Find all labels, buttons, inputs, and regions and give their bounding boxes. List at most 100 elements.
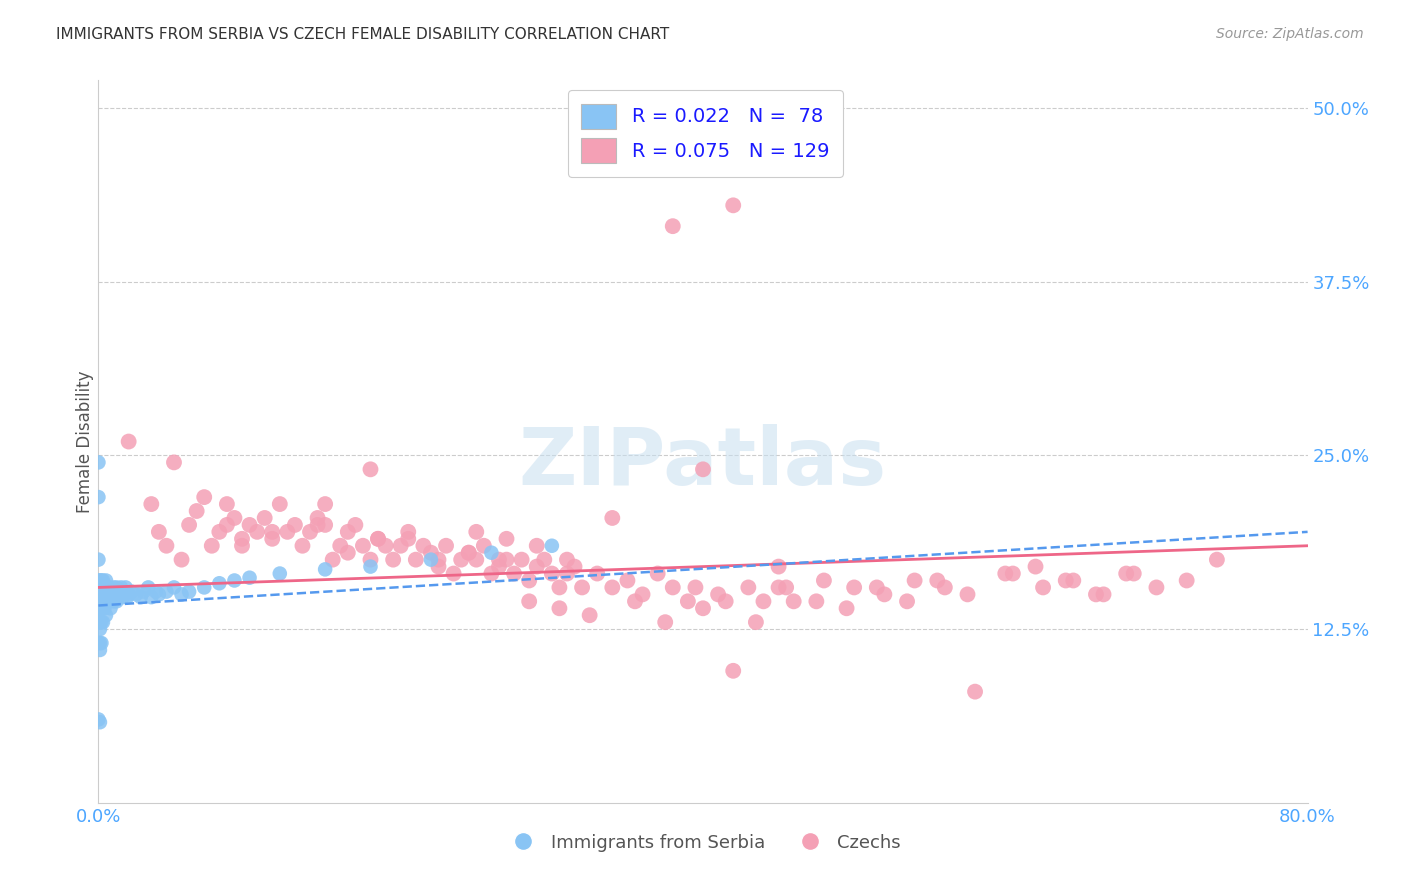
Point xyxy=(136,581,159,595)
Point xyxy=(269,566,291,581)
Point xyxy=(616,128,638,143)
Point xyxy=(193,490,215,504)
Point xyxy=(105,594,128,608)
Point xyxy=(602,581,624,595)
Point xyxy=(806,594,828,608)
Point xyxy=(110,581,132,595)
Point xyxy=(396,532,419,546)
Point xyxy=(707,587,730,601)
Point xyxy=(89,643,111,657)
Point xyxy=(737,581,759,595)
Point xyxy=(768,581,790,595)
Point xyxy=(246,524,269,539)
Point xyxy=(548,601,571,615)
Point xyxy=(179,584,201,599)
Point xyxy=(427,559,450,574)
Point xyxy=(714,594,737,608)
Point xyxy=(90,574,112,588)
Point xyxy=(1001,566,1024,581)
Point xyxy=(661,219,683,234)
Point xyxy=(104,587,127,601)
Point xyxy=(141,497,163,511)
Point xyxy=(1122,566,1144,581)
Point xyxy=(472,539,495,553)
Point xyxy=(367,532,389,546)
Point xyxy=(329,539,352,553)
Point xyxy=(685,581,707,595)
Point xyxy=(87,490,110,504)
Point xyxy=(540,566,562,581)
Point xyxy=(90,601,112,615)
Point xyxy=(555,566,578,581)
Point xyxy=(571,581,593,595)
Point xyxy=(956,587,979,601)
Point xyxy=(1144,581,1167,595)
Point xyxy=(602,511,624,525)
Point xyxy=(896,594,918,608)
Point xyxy=(307,511,329,525)
Point xyxy=(90,587,112,601)
Point xyxy=(90,636,112,650)
Point xyxy=(89,601,111,615)
Point xyxy=(495,552,517,566)
Point xyxy=(91,594,114,608)
Point xyxy=(103,594,125,608)
Point xyxy=(94,608,117,623)
Point xyxy=(994,566,1017,581)
Point xyxy=(389,539,412,553)
Point xyxy=(155,584,177,599)
Point xyxy=(1032,581,1054,595)
Point xyxy=(262,524,284,539)
Point xyxy=(768,559,790,574)
Point xyxy=(578,608,600,623)
Point xyxy=(360,559,382,574)
Point xyxy=(586,566,609,581)
Point xyxy=(745,615,768,630)
Point xyxy=(465,552,488,566)
Point xyxy=(1175,574,1198,588)
Point xyxy=(314,517,336,532)
Point xyxy=(676,594,699,608)
Point xyxy=(208,576,231,591)
Point xyxy=(352,539,374,553)
Point xyxy=(360,552,382,566)
Point xyxy=(443,566,465,581)
Point xyxy=(87,455,110,469)
Point xyxy=(87,601,110,615)
Point xyxy=(904,574,927,588)
Point xyxy=(89,622,111,636)
Point xyxy=(107,590,129,604)
Point xyxy=(291,539,314,553)
Point xyxy=(132,584,155,599)
Point xyxy=(526,559,548,574)
Point xyxy=(89,615,111,630)
Point xyxy=(170,552,193,566)
Point xyxy=(927,574,949,588)
Point xyxy=(215,497,238,511)
Point xyxy=(752,594,775,608)
Point xyxy=(873,587,896,601)
Point xyxy=(224,574,246,588)
Point xyxy=(105,581,128,595)
Point xyxy=(427,552,450,566)
Point xyxy=(631,587,654,601)
Point xyxy=(835,601,858,615)
Point xyxy=(239,517,262,532)
Point xyxy=(93,581,115,595)
Point xyxy=(87,574,110,588)
Point xyxy=(94,587,117,601)
Point xyxy=(179,517,201,532)
Point xyxy=(654,615,676,630)
Point xyxy=(813,574,835,588)
Point xyxy=(87,552,110,566)
Point xyxy=(253,511,276,525)
Point xyxy=(1085,587,1108,601)
Point xyxy=(723,198,745,212)
Point xyxy=(87,615,110,630)
Point xyxy=(87,594,110,608)
Point xyxy=(548,581,571,595)
Point xyxy=(100,601,122,615)
Point xyxy=(495,532,517,546)
Point xyxy=(125,587,148,601)
Point xyxy=(1092,587,1115,601)
